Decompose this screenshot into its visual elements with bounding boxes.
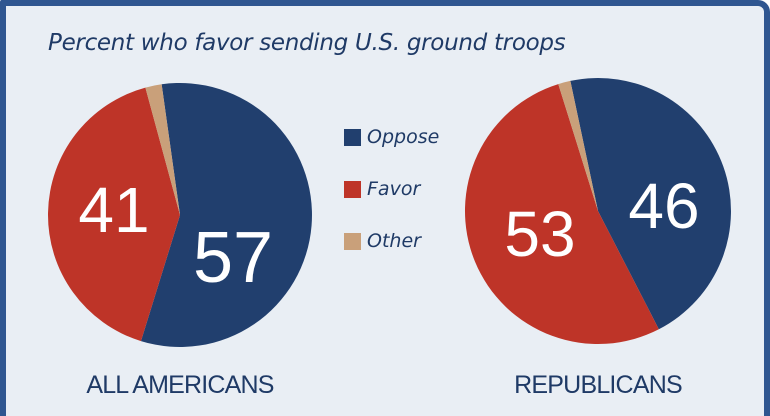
- legend-swatch-oppose: [344, 128, 361, 146]
- pie-label-all-americans: ALL AMERICANS: [86, 371, 274, 399]
- pie-slice-favor: [464, 84, 659, 345]
- legend-label-other: Other: [367, 230, 421, 252]
- slice-value-favor: 41: [78, 174, 149, 246]
- legend-swatch-other: [344, 232, 361, 250]
- pie-slice-favor: [47, 87, 181, 342]
- legend-label-oppose: Oppose: [367, 126, 440, 148]
- pie-republicans: 46 53: [464, 78, 731, 345]
- pie-slice-oppose: [570, 78, 731, 330]
- pie-label-republicans: REPUBLICANS: [514, 371, 682, 399]
- pie-slice-other: [145, 84, 180, 215]
- legend-item-oppose: Oppose: [344, 124, 439, 150]
- pie-slice-oppose: [140, 82, 312, 347]
- legend-item-favor: Favor: [344, 176, 439, 202]
- slice-value-favor: 53: [504, 198, 575, 270]
- slice-value-oppose: 46: [628, 170, 699, 242]
- pie-all-americans: 57 41: [47, 82, 312, 347]
- pie-slice-other: [558, 80, 598, 211]
- legend-swatch-favor: [344, 180, 361, 198]
- slice-value-oppose: 57: [193, 218, 273, 298]
- legend-item-other: Other: [344, 228, 439, 254]
- legend: Oppose Favor Other: [344, 124, 439, 280]
- chart-title: Percent who favor sending U.S. ground tr…: [48, 30, 566, 56]
- legend-label-favor: Favor: [367, 178, 421, 200]
